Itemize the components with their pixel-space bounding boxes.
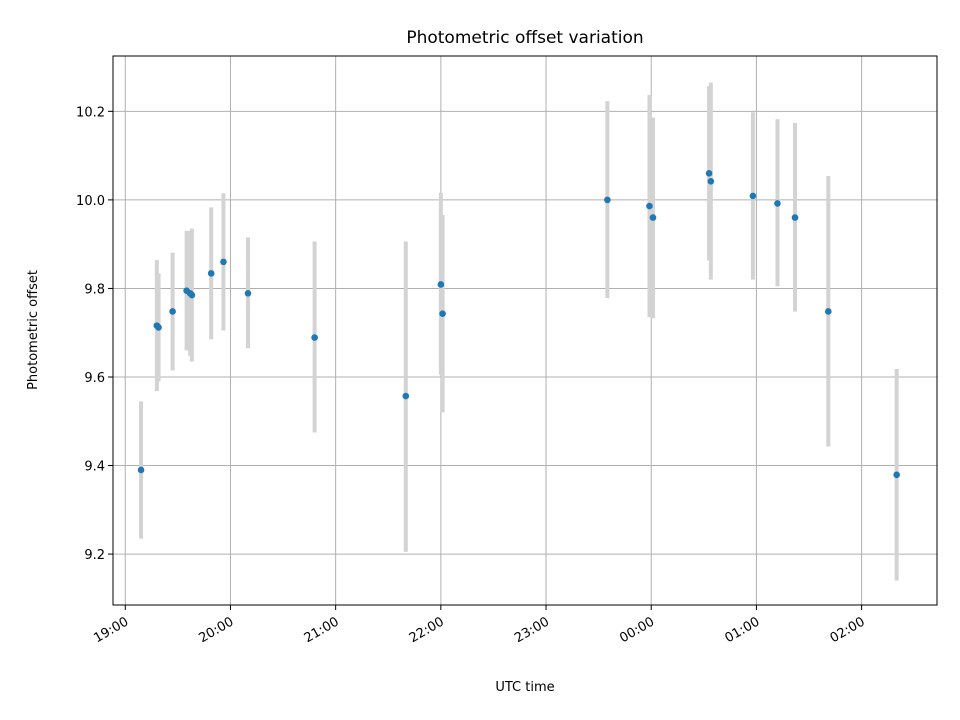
x-axis-label: UTC time <box>495 680 554 695</box>
data-point <box>791 214 799 221</box>
data-point <box>311 334 318 341</box>
data-point <box>649 214 657 221</box>
data-point <box>646 202 653 210</box>
data-point <box>604 196 611 204</box>
y-tick-label: 9.2 <box>84 548 105 563</box>
data-point <box>439 310 446 317</box>
data-point <box>774 200 781 207</box>
data-point <box>155 324 162 331</box>
y-axis: 9.2 9.4 9.6 9.8 10.0 10.2 <box>76 105 113 563</box>
data-point <box>437 281 445 288</box>
data-point <box>188 291 196 299</box>
y-tick-label: 9.4 <box>84 460 105 475</box>
data-point <box>402 392 410 400</box>
data-point <box>137 466 145 474</box>
data-point <box>893 471 900 479</box>
data-point <box>244 290 252 297</box>
data-point <box>220 258 227 266</box>
data-point <box>825 308 832 315</box>
data-point <box>169 308 176 315</box>
y-tick-label: 9.6 <box>84 371 105 386</box>
data-point <box>207 270 215 277</box>
y-tick-label: 9.8 <box>84 282 105 297</box>
data-points <box>137 170 900 479</box>
data-point <box>705 170 713 177</box>
plot-frame <box>112 55 938 606</box>
data-point <box>707 177 715 185</box>
data-point <box>749 192 757 200</box>
y-axis-label: Photometric offset <box>26 270 41 390</box>
y-tick-label: 10.2 <box>76 105 105 120</box>
chart-title: Photometric offset variation <box>406 28 643 48</box>
y-tick-label: 10.0 <box>76 194 105 209</box>
